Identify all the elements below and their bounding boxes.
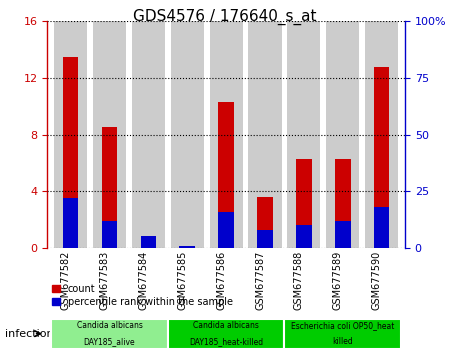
Bar — [102, 127, 117, 248]
Bar — [248, 21, 282, 248]
Bar — [257, 197, 273, 248]
Text: DAY185_heat-killed: DAY185_heat-killed — [189, 337, 263, 346]
Bar — [326, 21, 359, 248]
Bar — [140, 236, 156, 248]
Bar — [180, 246, 195, 248]
Bar — [257, 230, 273, 248]
Bar — [171, 21, 204, 248]
Text: Escherichia coli OP50_heat: Escherichia coli OP50_heat — [291, 321, 395, 330]
Bar — [132, 21, 165, 248]
Bar — [374, 207, 389, 248]
Bar — [296, 225, 312, 248]
Bar — [335, 159, 351, 248]
Bar — [140, 236, 156, 248]
Bar — [296, 159, 312, 248]
Text: Candida albicans: Candida albicans — [76, 321, 142, 330]
Text: Candida albicans: Candida albicans — [193, 321, 259, 330]
Bar — [335, 221, 351, 248]
Bar — [374, 67, 389, 248]
Bar — [54, 21, 87, 248]
Bar — [93, 21, 126, 248]
Bar — [218, 212, 234, 248]
Bar — [218, 102, 234, 248]
Bar — [210, 21, 243, 248]
Bar — [288, 21, 320, 248]
Text: GDS4576 / 176640_s_at: GDS4576 / 176640_s_at — [133, 9, 317, 25]
Text: killed: killed — [333, 337, 353, 346]
Text: infection: infection — [4, 329, 53, 339]
Bar — [180, 247, 195, 248]
Text: DAY185_alive: DAY185_alive — [84, 337, 135, 346]
Bar — [365, 21, 398, 248]
Bar — [63, 57, 78, 248]
Bar — [102, 221, 117, 248]
Legend: count, percentile rank within the sample: count, percentile rank within the sample — [52, 284, 233, 307]
Bar — [63, 198, 78, 248]
